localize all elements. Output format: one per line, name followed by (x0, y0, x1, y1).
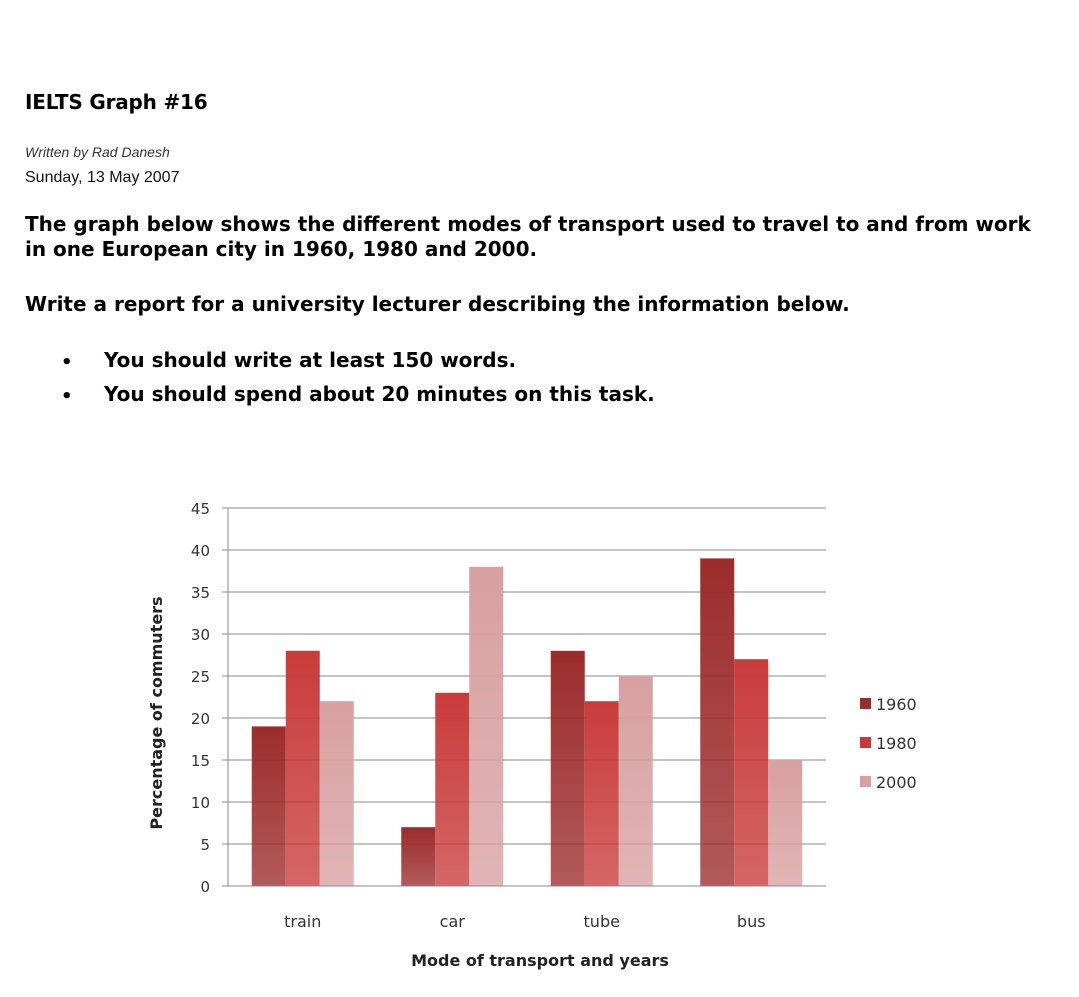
chart-axes: 0 5 10 15 20 25 30 35 40 45 train car tube bus (191, 500, 826, 931)
legend-label: 1960 (876, 695, 917, 714)
bullet-icon: • (61, 352, 73, 373)
bar-car-1980 (435, 692, 470, 886)
legend-swatch-1960 (860, 698, 871, 709)
x-tick-label: car (440, 912, 466, 931)
y-tick-label: 0 (200, 878, 210, 896)
bar-tube-2000 (618, 676, 653, 886)
task-description: The graph below shows the different mode… (25, 212, 1031, 261)
chart-legend: 1960 1980 2000 (860, 695, 917, 792)
legend-label: 1980 (876, 734, 917, 753)
y-tick-label: 35 (191, 584, 210, 602)
bar-train-1960 (251, 726, 286, 886)
legend-swatch-2000 (860, 776, 871, 787)
bar-train-1980 (285, 650, 320, 886)
x-tick-label: train (284, 912, 321, 931)
page-title: IELTS Graph #16 (25, 90, 208, 114)
author-line: Written by Rad Danesh (25, 144, 170, 160)
bar-bus-1960 (700, 558, 735, 886)
task-bullet-text: You should spend about 20 minutes on thi… (104, 382, 655, 406)
y-tick-label: 20 (191, 710, 210, 728)
x-tick-label: tube (584, 912, 620, 931)
x-tick-label: bus (737, 912, 766, 931)
x-axis-title: Mode of transport and years (411, 951, 669, 970)
bar-bus-2000 (768, 760, 803, 886)
task-instruction: Write a report for a university lecturer… (25, 292, 850, 316)
y-tick-label: 25 (191, 668, 210, 686)
y-tick-label: 15 (191, 752, 210, 770)
legend-label: 2000 (876, 773, 917, 792)
publish-date: Sunday, 13 May 2007 (25, 169, 180, 186)
legend-swatch-1980 (860, 737, 871, 748)
y-tick-label: 40 (191, 542, 210, 560)
bar-train-2000 (319, 701, 354, 886)
task-bullet-text: You should write at least 150 words. (104, 348, 517, 372)
chart-bars (251, 558, 803, 886)
bar-tube-1960 (550, 650, 585, 886)
y-tick-label: 30 (191, 626, 210, 644)
bar-tube-1980 (584, 701, 619, 886)
bar-car-2000 (469, 566, 504, 886)
y-tick-label: 45 (191, 500, 210, 518)
y-axis-title: Percentage of commuters (147, 596, 166, 829)
y-tick-label: 10 (191, 794, 210, 812)
bar-car-1960 (401, 827, 436, 886)
y-tick-label: 5 (200, 836, 210, 854)
bar-bus-1980 (734, 659, 769, 886)
bullet-icon: • (61, 386, 73, 407)
